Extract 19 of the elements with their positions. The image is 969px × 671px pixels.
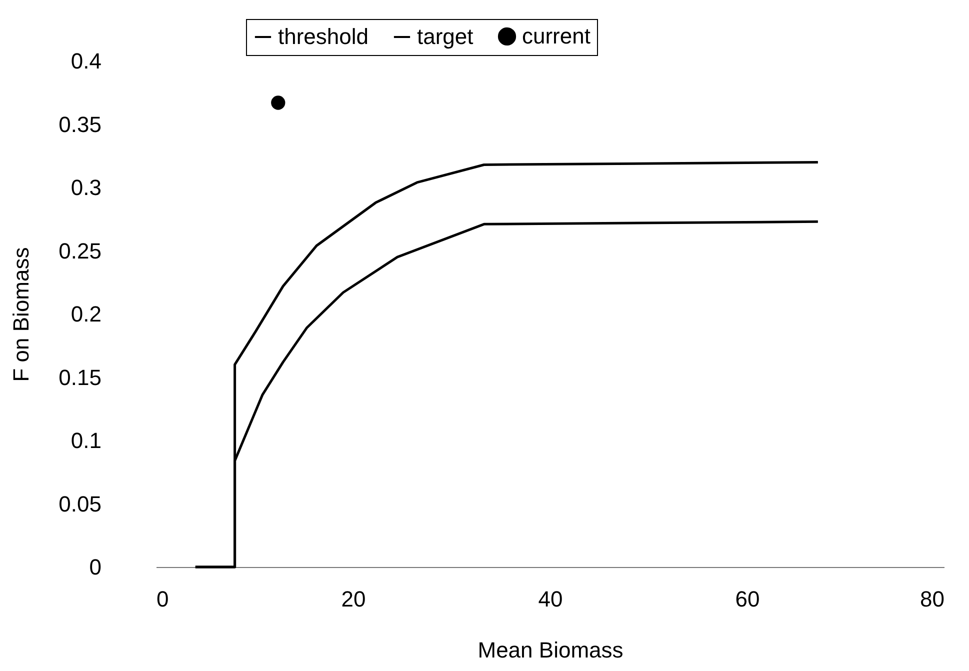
x-tick-label: 60 xyxy=(735,586,760,612)
x-tick-label: 40 xyxy=(538,586,563,612)
legend-label: current xyxy=(522,23,590,48)
x-tick-label: 20 xyxy=(341,586,366,612)
y-tick-label: 0.25 xyxy=(58,238,102,264)
y-tick-label: 0.3 xyxy=(70,175,102,200)
y-tick-label: 0.4 xyxy=(70,48,102,74)
legend-label: target xyxy=(417,24,474,49)
y-tick-label: 0.05 xyxy=(58,491,102,516)
x-tick-label: 0 xyxy=(156,586,169,612)
y-tick-label: 0.35 xyxy=(58,112,102,137)
legend-label: threshold xyxy=(278,24,369,49)
y-tick-label: 0.15 xyxy=(58,364,102,390)
y-tick-label: 0 xyxy=(89,554,102,580)
y-tick-label: 0.1 xyxy=(70,428,102,453)
x-tick-label: 80 xyxy=(920,586,944,612)
y-axis-title: F on Biomass xyxy=(8,247,34,382)
x-axis-title: Mean Biomass xyxy=(478,638,624,662)
y-tick-label: 0.2 xyxy=(70,302,102,326)
